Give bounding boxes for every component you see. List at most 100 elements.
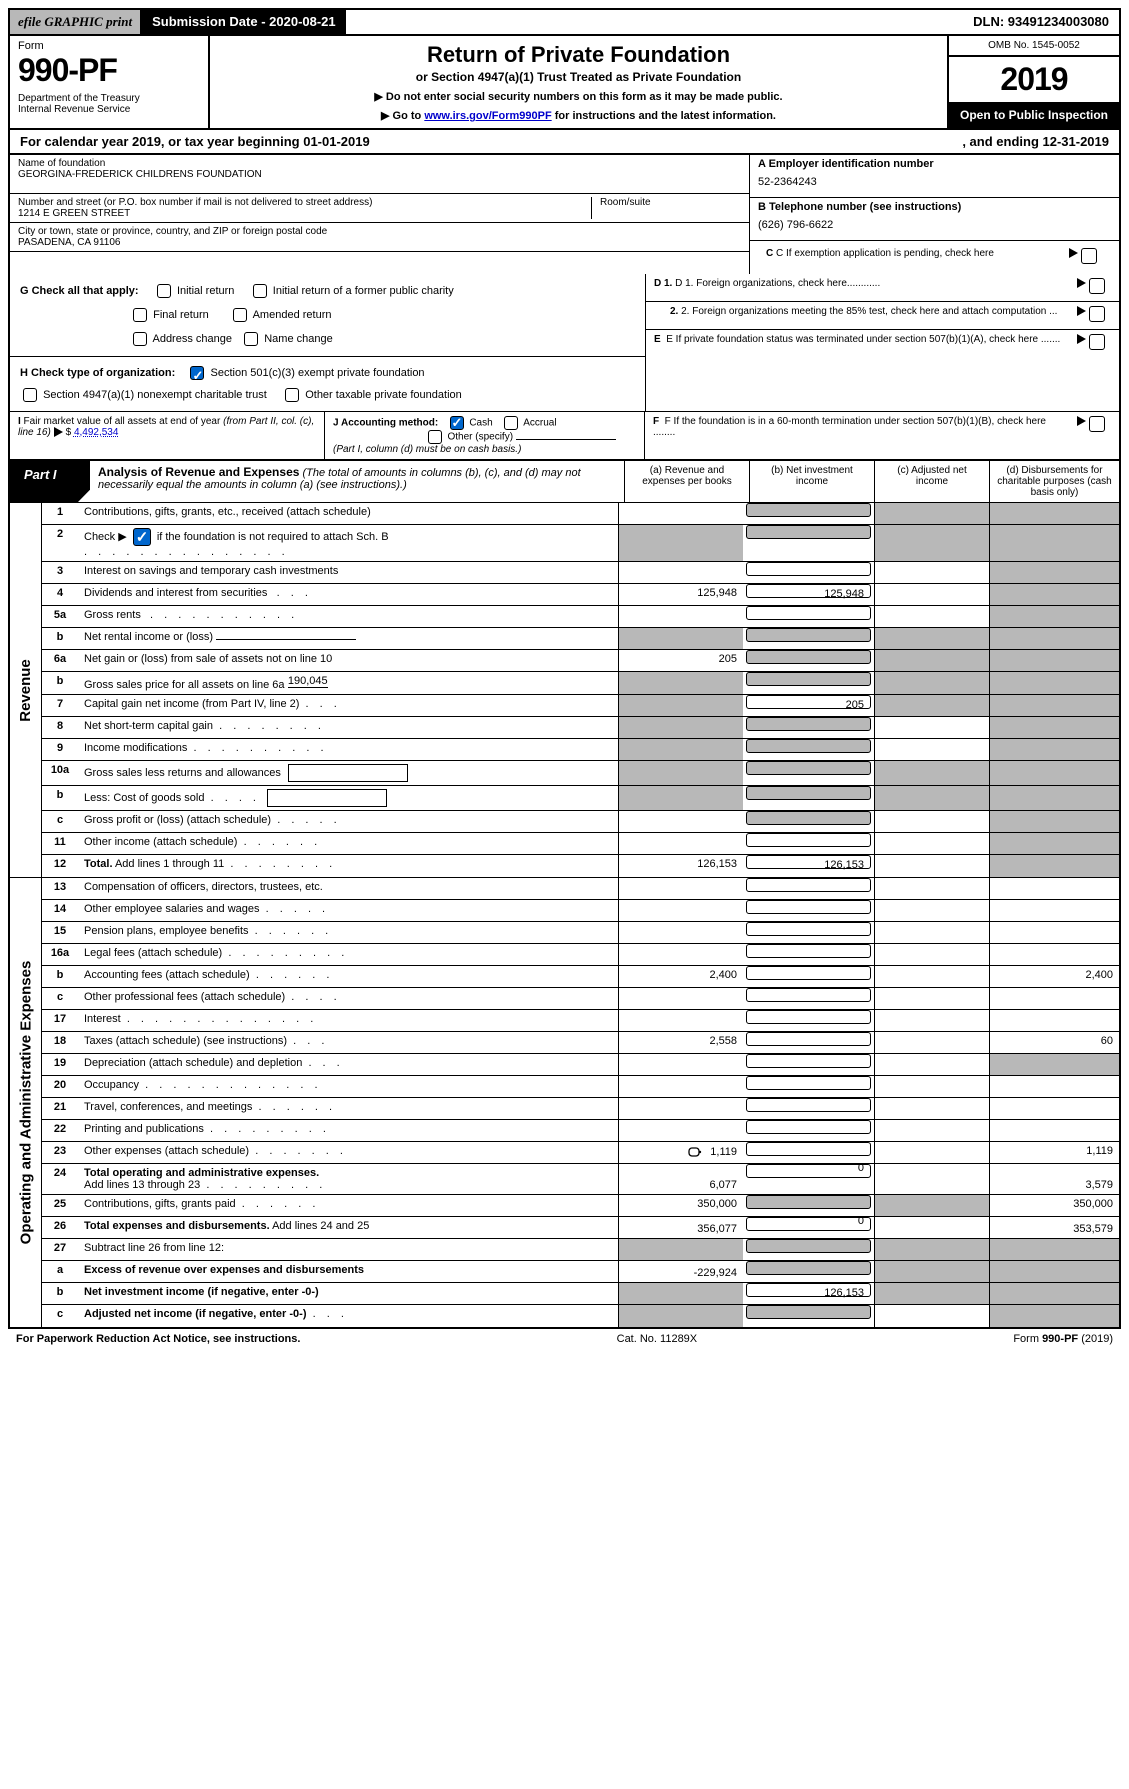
address-change-checkbox[interactable] — [133, 332, 147, 346]
row-19: Depreciation (attach schedule) and deple… — [78, 1054, 618, 1075]
year-block: OMB No. 1545-0052 2019 Open to Public In… — [949, 36, 1119, 128]
row-16a: Legal fees (attach schedule) . . . . . .… — [78, 944, 618, 965]
form-word: Form — [18, 40, 200, 52]
address-box: Number and street (or P.O. box number if… — [10, 194, 749, 223]
row-24: Total operating and administrative expen… — [78, 1164, 618, 1194]
city-state-zip: PASADENA, CA 91106 — [18, 237, 741, 248]
col-a-header: (a) Revenue and expenses per books — [624, 461, 749, 502]
arrow-icon — [1077, 334, 1086, 344]
row-6a: Net gain or (loss) from sale of assets n… — [78, 650, 618, 671]
name-change-checkbox[interactable] — [244, 332, 258, 346]
submission-date: Submission Date - 2020-08-21 — [142, 10, 346, 34]
revenue-side-label: Revenue — [10, 503, 42, 877]
telephone-box: B Telephone number (see instructions) (6… — [750, 198, 1119, 241]
row-16b: Accounting fees (attach schedule) . . . … — [78, 966, 618, 987]
other-taxable-checkbox[interactable] — [285, 388, 299, 402]
form-number: 990-PF — [18, 52, 200, 89]
4947a1-checkbox[interactable] — [23, 388, 37, 402]
cat-number: Cat. No. 11289X — [617, 1333, 698, 1345]
row-9: Income modifications . . . . . . . . . . — [78, 739, 618, 760]
row-12: Total. Total. Add lines 1 through 11Add … — [78, 855, 618, 877]
row-5b: Net rental income or (loss) — [78, 628, 618, 649]
row-18: Taxes (attach schedule) (see instruction… — [78, 1032, 618, 1053]
ein-box: A Employer identification number 52-2364… — [750, 155, 1119, 198]
initial-former-checkbox[interactable] — [253, 284, 267, 298]
row-4: Dividends and interest from securities .… — [78, 584, 618, 605]
row-26: Total expenses and disbursements. Add li… — [78, 1217, 618, 1238]
street-address: 1214 E GREEN STREET — [18, 208, 591, 219]
efile-print-button[interactable]: efile GRAPHIC print — [10, 10, 142, 34]
dln: DLN: 93491234003080 — [963, 10, 1119, 34]
c-exemption-box: C C If exemption application is pending,… — [750, 241, 1119, 274]
calendar-year-row: For calendar year 2019, or tax year begi… — [8, 130, 1121, 155]
arrow-icon — [1077, 306, 1086, 316]
row-14: Other employee salaries and wages . . . … — [78, 900, 618, 921]
row-1: Contributions, gifts, grants, etc., rece… — [78, 503, 618, 524]
part1-tab: Part I — [10, 461, 90, 502]
omb-number: OMB No. 1545-0052 — [949, 36, 1119, 57]
j-accounting-box: J Accounting method: Cash Accrual Other … — [325, 412, 645, 459]
501c3-checkbox[interactable] — [190, 366, 204, 380]
row-21: Travel, conferences, and meetings . . . … — [78, 1098, 618, 1119]
telephone-value: (626) 796-6622 — [758, 213, 1111, 237]
instructions-link-line: ▶ Go to www.irs.gov/Form990PF for instru… — [222, 109, 935, 122]
row-25: Contributions, gifts, grants paid . . . … — [78, 1195, 618, 1216]
row-6b: Gross sales price for all assets on line… — [78, 672, 618, 694]
room-suite-label: Room/suite — [600, 197, 741, 208]
cash-checkbox[interactable] — [450, 416, 464, 430]
initial-return-checkbox[interactable] — [157, 284, 171, 298]
instructions-link[interactable]: www.irs.gov/Form990PF — [424, 110, 551, 122]
arrow-icon — [1069, 248, 1078, 258]
expenses-side-label: Operating and Administrative Expenses — [10, 878, 42, 1327]
accrual-checkbox[interactable] — [504, 416, 518, 430]
row-8: Net short-term capital gain . . . . . . … — [78, 717, 618, 738]
row-15: Pension plans, employee benefits . . . .… — [78, 922, 618, 943]
h-org-type-row: H Check type of organization: Section 50… — [10, 357, 645, 411]
row-10a: Gross sales less returns and allowances — [78, 761, 618, 785]
form-ref: Form 990-PF (2019) — [1013, 1333, 1113, 1345]
form-title: Return of Private Foundation — [222, 42, 935, 68]
row-27b: Net investment income (if negative, ente… — [78, 1283, 618, 1304]
row-5a: Gross rents . . . . . . . . . . . — [78, 606, 618, 627]
final-return-checkbox[interactable] — [133, 308, 147, 322]
city-box: City or town, state or province, country… — [10, 223, 749, 252]
foundation-name: GEORGINA-FREDERICK CHILDRENS FOUNDATION — [18, 169, 741, 180]
row-7: Capital gain net income (from Part IV, l… — [78, 695, 618, 716]
paperwork-notice: For Paperwork Reduction Act Notice, see … — [16, 1333, 300, 1345]
amended-return-checkbox[interactable] — [233, 308, 247, 322]
row-13: Compensation of officers, directors, tru… — [78, 878, 618, 899]
d2-checkbox[interactable] — [1089, 306, 1105, 322]
top-bar: efile GRAPHIC print Submission Date - 20… — [8, 8, 1121, 36]
part1-header: Part I Analysis of Revenue and Expenses … — [8, 461, 1121, 503]
row-23: Other expenses (attach schedule) . . . .… — [78, 1142, 618, 1163]
g-checks-row: G Check all that apply: Initial return I… — [10, 274, 645, 357]
fmv-value: 4,492,534 — [74, 427, 119, 438]
ssn-warning: ▶ Do not enter social security numbers o… — [222, 90, 935, 103]
dept-treasury: Department of the TreasuryInternal Reven… — [18, 93, 200, 115]
ein-value: 52-2364243 — [758, 170, 1111, 194]
row-3: Interest on savings and temporary cash i… — [78, 562, 618, 583]
row-27c: Adjusted net income (if negative, enter … — [78, 1305, 618, 1327]
row-16c: Other professional fees (attach schedule… — [78, 988, 618, 1009]
form-subtitle: or Section 4947(a)(1) Trust Treated as P… — [222, 70, 935, 84]
e-checkbox[interactable] — [1089, 334, 1105, 350]
expenses-section: Operating and Administrative Expenses 13… — [8, 877, 1121, 1329]
revenue-section: Revenue 1Contributions, gifts, grants, e… — [8, 503, 1121, 877]
col-c-header: (c) Adjusted net income — [874, 461, 989, 502]
c-checkbox[interactable] — [1081, 248, 1097, 264]
row-11: Other income (attach schedule) . . . . .… — [78, 833, 618, 854]
d1-checkbox[interactable] — [1089, 278, 1105, 294]
row-22: Printing and publications . . . . . . . … — [78, 1120, 618, 1141]
attachment-icon[interactable] — [688, 1145, 704, 1159]
form-title-block: Return of Private Foundation or Section … — [210, 36, 949, 128]
open-to-public: Open to Public Inspection — [949, 102, 1119, 128]
i-fmv-box: I Fair market value of all assets at end… — [10, 412, 325, 459]
row-17: Interest . . . . . . . . . . . . . . — [78, 1010, 618, 1031]
form-id-block: Form 990-PF Department of the TreasuryIn… — [10, 36, 210, 128]
other-method-checkbox[interactable] — [428, 430, 442, 444]
sch-b-checkbox[interactable] — [133, 528, 151, 546]
foundation-name-box: Name of foundation GEORGINA-FREDERICK CH… — [10, 155, 749, 194]
f-checkbox[interactable] — [1089, 416, 1105, 432]
arrow-icon — [1077, 416, 1086, 426]
row-27: Subtract line 26 from line 12: — [78, 1239, 618, 1260]
